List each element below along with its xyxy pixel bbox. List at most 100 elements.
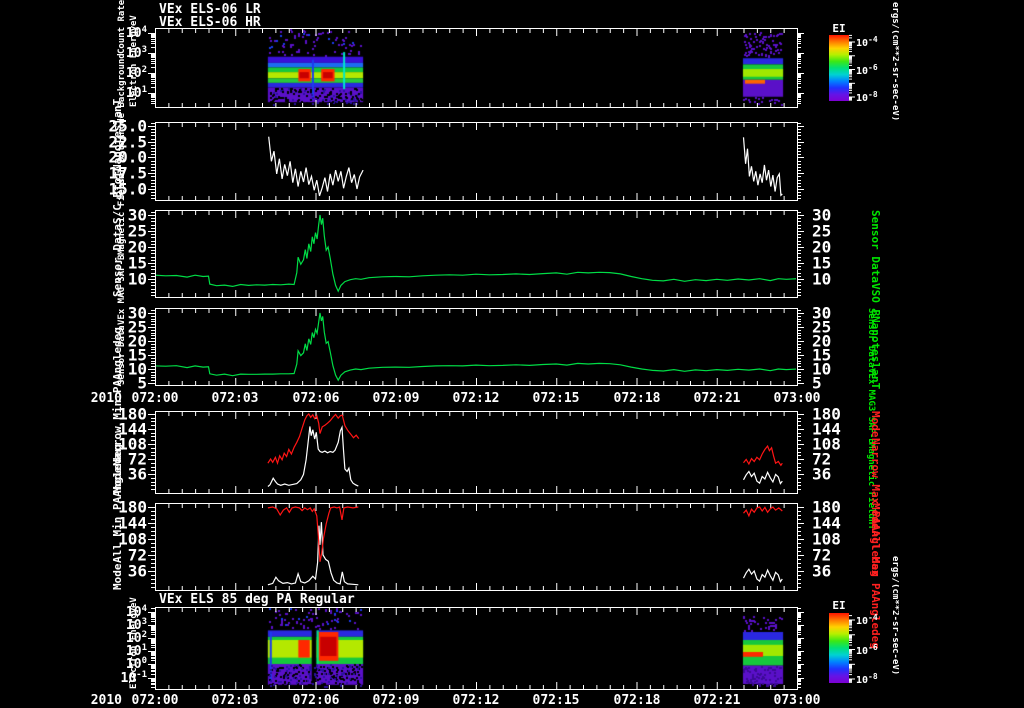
colorbar-title-top: EI bbox=[832, 22, 846, 35]
ylabel-panel5-left: Mode All Min PA Angle deg bbox=[111, 444, 124, 590]
series-narrow_min_pa bbox=[267, 424, 359, 487]
ytick-label-panel6: 104 bbox=[125, 603, 147, 621]
ytick-label-panel2: 30 bbox=[127, 205, 147, 225]
ytick-label-panel5-right: 144 bbox=[812, 513, 841, 533]
ytick-label-panel4: 72 bbox=[127, 449, 147, 469]
ytick-label-panel2-right: 15 bbox=[812, 253, 832, 273]
series-all_max_pa bbox=[267, 506, 359, 562]
colorbar-tick-label: 10-4 bbox=[856, 34, 878, 50]
ytick-label-panel5: 180 bbox=[118, 497, 147, 517]
ytick-label-panel2-right: 20 bbox=[812, 237, 832, 257]
ytick-label-panel4-right: 72 bbox=[812, 449, 832, 469]
xtick-label-mid: 072:21 bbox=[693, 391, 741, 406]
colorbar-tick-label: 10-8 bbox=[856, 89, 878, 105]
xtick-label-mid: 072:00 bbox=[131, 391, 179, 406]
ytick-label-panel6: 102 bbox=[125, 629, 147, 647]
colorbar-tick-label: 10-6 bbox=[856, 642, 878, 657]
ytick-label-panel4-right: 180 bbox=[812, 404, 841, 424]
ytick-label-panel5-right: 180 bbox=[812, 497, 841, 517]
ytick-label-panel4: 108 bbox=[118, 434, 147, 454]
ytick-label-panel4: 36 bbox=[127, 464, 147, 484]
ytick-label-panel4: 180 bbox=[118, 404, 147, 424]
colorbar-panel6 bbox=[829, 613, 855, 683]
ytick-label-panel1: 25.0 bbox=[108, 116, 147, 136]
ytick-label-panel4: 144 bbox=[118, 419, 147, 439]
xtick-label-mid: 072:06 bbox=[292, 391, 340, 406]
ylabel-panel3-right: Sensor Data VEx MAG3 SAF-B Magnetic Field n… bbox=[866, 308, 876, 531]
colorbar-title-bottom: EI bbox=[832, 599, 846, 612]
xtick-label-mid: 072:12 bbox=[452, 391, 500, 406]
panel5-frame bbox=[148, 503, 804, 591]
ylabel-panel4-right: Mode Narrow Max PA Angle deg bbox=[869, 411, 882, 577]
ytick-label-panel3-right: 20 bbox=[812, 331, 832, 351]
panel1-title-lr: VEx ELS-06 LR bbox=[159, 2, 261, 17]
ytick-label-panel6: 100 bbox=[125, 655, 147, 673]
ytick-label-panel1: 17.5 bbox=[108, 163, 147, 183]
ytick-label-panel0: 101 bbox=[125, 84, 147, 102]
ytick-label-panel2: 10 bbox=[127, 269, 147, 289]
panel0-frame bbox=[148, 28, 804, 108]
xtick-label-bot: 072:06 bbox=[292, 693, 340, 708]
ytick-label-panel2-right: 25 bbox=[812, 221, 832, 241]
ylabel-panel5-right: Mode All Max PA Angle deg bbox=[869, 503, 882, 649]
panel1-title-hr: VEx ELS-06 HR bbox=[159, 15, 261, 30]
ytick-label-panel3-right: 30 bbox=[812, 303, 832, 323]
flux-units-label-bottom: ergs/(cm**2-sr-sec-eV) bbox=[890, 556, 899, 676]
xtick-label-mid: 073:00 bbox=[773, 391, 821, 406]
ytick-label-panel2-right: 30 bbox=[812, 205, 832, 225]
series-mag_saf_b bbox=[156, 312, 796, 382]
ytick-label-panel3-right: 15 bbox=[812, 345, 832, 365]
ytick-label-panel0: 104 bbox=[125, 24, 147, 42]
panel1-frame bbox=[148, 122, 804, 201]
flux-units-label-top: ergs/(cm**2-sr-sec-eV) bbox=[890, 2, 899, 122]
panel2-frame bbox=[148, 210, 804, 298]
xtick-label-mid: 072:09 bbox=[372, 391, 420, 406]
xtick-label-bot: 072:09 bbox=[372, 693, 420, 708]
ytick-label-panel5-right: 108 bbox=[812, 529, 841, 549]
xtick-label-mid: 072:18 bbox=[613, 391, 661, 406]
ytick-label-panel5: 144 bbox=[118, 513, 147, 533]
ytick-label-panel0: 103 bbox=[125, 44, 147, 62]
series-btot bbox=[156, 214, 796, 293]
xtick-label-bot: 073:00 bbox=[773, 693, 821, 708]
series-all_min_pa bbox=[267, 522, 359, 586]
colorbar-tick-label: 10-4 bbox=[856, 612, 878, 628]
ytick-label-panel3-right: 5 bbox=[812, 373, 822, 393]
year-label-middle: 2010 bbox=[90, 391, 122, 406]
series-all_max_pa bbox=[743, 506, 783, 518]
ytick-label-panel2: 25 bbox=[127, 221, 147, 241]
ytick-label-panel3: 10 bbox=[127, 359, 147, 379]
ytick-label-panel3-right: 10 bbox=[812, 359, 832, 379]
xtick-label-bot: 072:12 bbox=[452, 693, 500, 708]
ytick-label-panel5-right: 36 bbox=[812, 561, 832, 581]
series-narrow_max_pa bbox=[743, 444, 783, 467]
xtick-label-mid: 072:15 bbox=[532, 391, 580, 406]
ytick-label-panel5: 36 bbox=[127, 561, 147, 581]
ytick-label-panel4-right: 144 bbox=[812, 419, 841, 439]
ytick-label-panel4-right: 108 bbox=[812, 434, 841, 454]
colorbar-panel0 bbox=[829, 34, 855, 101]
series-count_rate bbox=[742, 137, 783, 197]
xtick-label-bot: 072:00 bbox=[131, 693, 179, 708]
xtick-label-bot: 072:15 bbox=[532, 693, 580, 708]
ytick-label-panel5: 108 bbox=[118, 529, 147, 549]
ytick-label-panel3-right: 25 bbox=[812, 317, 832, 337]
xtick-label-bot: 072:21 bbox=[693, 693, 741, 708]
ytick-label-panel6: 103 bbox=[125, 616, 147, 634]
ytick-label-panel1: 20.0 bbox=[108, 147, 147, 167]
series-all_min_pa bbox=[742, 568, 783, 584]
ytick-label-panel2: 15 bbox=[127, 253, 147, 273]
ytick-label-panel3: 25 bbox=[127, 317, 147, 337]
year-label-bottom: 2010 bbox=[90, 693, 122, 708]
ytick-label-panel3: 15 bbox=[127, 345, 147, 365]
ytick-label-panel2: 20 bbox=[127, 237, 147, 257]
series-narrow_min_pa bbox=[742, 470, 783, 485]
ylabel-panel2-right: Sensor Data VSO B Nanotesla nT bbox=[869, 210, 882, 389]
ytick-label-panel5-right: 72 bbox=[812, 545, 832, 565]
ytick-label-panel1: 22.5 bbox=[108, 132, 147, 152]
series-narrow_max_pa bbox=[267, 413, 360, 466]
xtick-label-bot: 072:18 bbox=[613, 693, 661, 708]
ytick-label-panel3: 5 bbox=[137, 373, 147, 393]
panel6-frame bbox=[148, 607, 804, 690]
